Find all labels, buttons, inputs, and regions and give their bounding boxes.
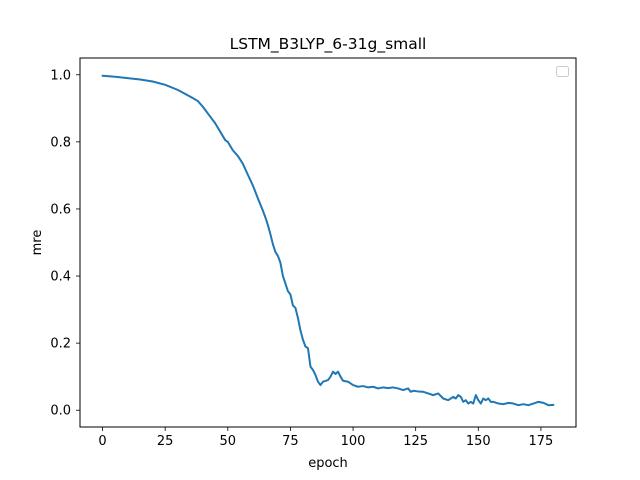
x-tick-label: 75 (282, 434, 299, 449)
y-tick-label: 1.0 (50, 68, 71, 83)
y-tick-label: 0.6 (50, 202, 71, 217)
x-tick-label: 50 (220, 434, 237, 449)
x-tick-label: 125 (403, 434, 428, 449)
x-tick-label: 25 (157, 434, 174, 449)
x-tick-label: 100 (341, 434, 366, 449)
x-tick-label: 175 (529, 434, 554, 449)
x-axis-ticks: 0 25 50 75 100 125 150 175 (98, 427, 553, 449)
legend-box (556, 66, 569, 77)
series-line (101, 74, 555, 407)
y-axis-ticks: 0.0 0.2 0.4 0.6 0.8 1.0 (50, 68, 80, 419)
x-tick-label: 150 (466, 434, 491, 449)
y-tick-label: 0.8 (50, 135, 71, 150)
x-axis-label: epoch (308, 456, 348, 471)
y-tick-label: 0.0 (50, 404, 71, 419)
y-axis-label: mre (30, 230, 45, 256)
plot-area-frame (79, 57, 577, 428)
chart-title: LSTM_B3LYP_6-31g_small (230, 35, 427, 54)
y-tick-label: 0.4 (50, 270, 71, 285)
y-tick-label: 0.2 (50, 337, 71, 352)
x-tick-label: 0 (98, 434, 106, 449)
